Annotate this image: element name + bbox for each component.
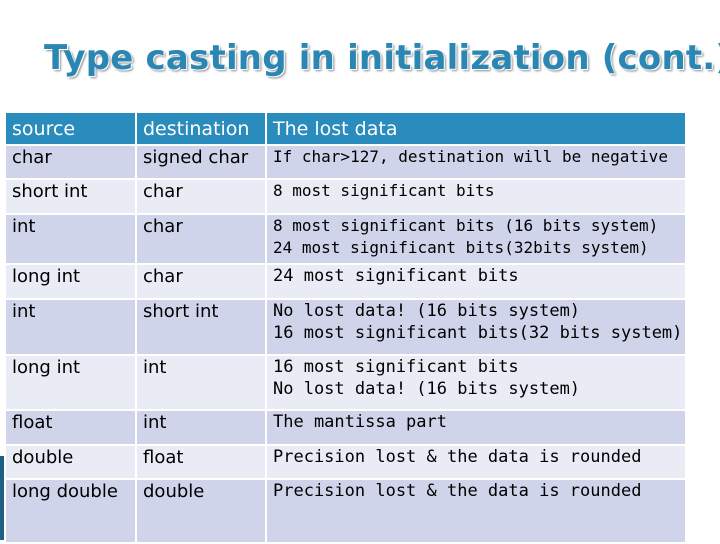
table-row: float int The mantissa part [4, 409, 687, 446]
cell-lost-data: Precision lost & the data is rounded [265, 444, 687, 480]
cell-source: int [4, 213, 137, 265]
cell-destination: short int [135, 298, 267, 356]
cell-source: long int [4, 354, 137, 411]
cell-source: double [4, 444, 137, 480]
table-row: long double double Precision lost & the … [4, 478, 687, 544]
cell-lost-data: 16 most significant bits No lost data! (1… [265, 354, 687, 411]
cell-lost-data: If char>127, destination will be negativ… [265, 144, 687, 180]
table-row: long int int 16 most significant bits No … [4, 354, 687, 411]
cell-source: float [4, 409, 137, 446]
cell-destination: char [135, 178, 267, 215]
cell-destination: char [135, 213, 267, 265]
table-row: double float Precision lost & the data i… [4, 444, 687, 480]
header-source: source [4, 111, 137, 146]
cell-lost-data: Precision lost & the data is rounded [265, 478, 687, 544]
cell-destination: int [135, 354, 267, 411]
header-lost-data: The lost data [265, 111, 687, 146]
table-row: int short int No lost data! (16 bits sys… [4, 298, 687, 356]
table-row: long int char 24 most significant bits [4, 263, 687, 300]
table-row: short int char 8 most significant bits [4, 178, 687, 215]
type-casting-table: source destination The lost data char si… [4, 111, 687, 544]
cell-destination: double [135, 478, 267, 544]
header-destination: destination [135, 111, 267, 146]
cell-source: char [4, 144, 137, 180]
left-accent-bar [0, 456, 4, 540]
cell-source: int [4, 298, 137, 356]
cell-source: long double [4, 478, 137, 544]
cell-destination: float [135, 444, 267, 480]
cell-lost-data: 8 most significant bits (16 bits system)… [265, 213, 687, 265]
cell-source: long int [4, 263, 137, 300]
cell-source: short int [4, 178, 137, 215]
table-header-row: source destination The lost data [4, 111, 687, 146]
cell-destination: int [135, 409, 267, 446]
slide-title: Type casting in initialization (cont.) [44, 38, 720, 78]
cell-lost-data: 8 most significant bits [265, 178, 687, 215]
cell-lost-data: No lost data! (16 bits system) 16 most si… [265, 298, 687, 356]
table-row: int char 8 most significant bits (16 bit… [4, 213, 687, 265]
cell-destination: signed char [135, 144, 267, 180]
cell-lost-data: 24 most significant bits [265, 263, 687, 300]
cell-destination: char [135, 263, 267, 300]
cell-lost-data: The mantissa part [265, 409, 687, 446]
table-row: char signed char If char>127, destinatio… [4, 144, 687, 180]
